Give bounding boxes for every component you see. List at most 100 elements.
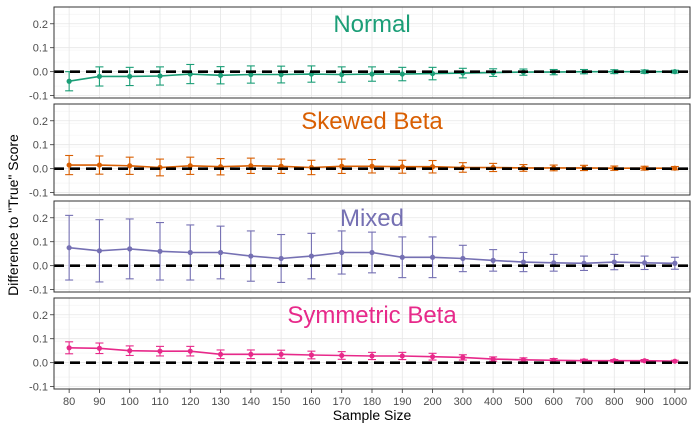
x-tick-label: 130 [211, 396, 229, 408]
x-tick-label: 140 [242, 396, 260, 408]
x-tick-label: 900 [635, 396, 653, 408]
data-point [641, 358, 648, 364]
data-point [399, 164, 405, 170]
y-axis-title: Difference to "True" Score [5, 134, 21, 296]
data-point [308, 352, 315, 358]
data-point [217, 72, 224, 78]
data-point [672, 260, 678, 266]
panels-group: -0.1 0.0 0.1 0.2 Normal -0.1 0.0 0.1 0.2 Skewed B… [29, 6, 691, 394]
y-tick-label: 0.2 [33, 310, 48, 322]
x-tick-label: 300 [454, 396, 472, 408]
data-point [248, 163, 254, 169]
data-point [187, 348, 193, 354]
data-point [399, 71, 405, 77]
data-point [66, 162, 72, 168]
data-point [672, 69, 678, 75]
data-point [278, 71, 284, 78]
y-tick-label: -0.1 [29, 382, 48, 394]
data-point [96, 73, 103, 80]
data-point [399, 254, 405, 260]
data-point [429, 254, 436, 260]
data-point [551, 260, 557, 266]
data-point [248, 253, 254, 259]
data-point [369, 71, 375, 77]
data-point [157, 73, 163, 79]
data-point [96, 345, 103, 351]
data-point [66, 245, 72, 251]
data-point [248, 71, 254, 78]
data-point [339, 71, 345, 78]
data-point [399, 353, 405, 359]
data-point [217, 351, 224, 357]
data-point [96, 162, 103, 168]
data-point [127, 73, 133, 80]
panel: -0.1 0.0 0.1 0.2 Mixed [29, 200, 691, 297]
data-point [641, 260, 648, 266]
x-tick-label: 160 [302, 396, 320, 408]
data-point [278, 255, 284, 262]
y-tick-label: 0.1 [33, 334, 48, 346]
x-tick-label: 600 [545, 396, 563, 408]
data-point [127, 348, 133, 354]
y-tick-label: 0.2 [33, 213, 48, 225]
y-tick-label: 0.2 [33, 19, 48, 31]
x-tick-label: 400 [484, 396, 502, 408]
x-axis-title: Sample Size [333, 407, 412, 423]
data-point [157, 248, 163, 254]
data-point [308, 253, 315, 259]
data-point [611, 259, 617, 265]
x-tick-label: 150 [272, 396, 290, 408]
y-tick-label: 0.0 [33, 164, 48, 176]
x-tick-label: 180 [363, 396, 381, 408]
data-point [248, 351, 254, 357]
panel-border [53, 200, 691, 293]
data-point [672, 165, 678, 171]
x-tick-label: 90 [93, 396, 105, 408]
x-tick-label: 110 [151, 396, 169, 408]
y-tick-label: -0.1 [29, 91, 48, 103]
data-point [520, 259, 527, 265]
data-point [96, 248, 103, 254]
data-point [127, 246, 133, 252]
y-tick-label: 0.1 [33, 43, 48, 55]
panel-title: Skewed Beta [301, 108, 443, 135]
data-point [369, 249, 375, 256]
data-point [278, 351, 284, 357]
data-point [641, 165, 648, 171]
y-tick-label: 0.0 [33, 67, 48, 79]
y-tick-label: -0.1 [29, 285, 48, 297]
x-tick-label: 200 [423, 396, 441, 408]
data-point [520, 357, 527, 363]
x-tick-label: 700 [575, 396, 593, 408]
data-point [460, 255, 466, 262]
data-point [641, 69, 648, 75]
data-point [66, 78, 72, 84]
y-tick-label: 0.2 [33, 116, 48, 128]
y-tick-label: -0.1 [29, 188, 48, 200]
data-point [460, 354, 466, 360]
data-point [127, 163, 133, 169]
y-tick-label: 0.0 [33, 261, 48, 273]
panel-border [53, 6, 691, 99]
data-point [429, 354, 436, 360]
y-tick-label: 0.1 [33, 140, 48, 152]
data-point [490, 257, 496, 263]
data-point [490, 356, 496, 362]
panel-title: Mixed [340, 205, 404, 232]
x-tick-label: 170 [333, 396, 351, 408]
data-point [66, 345, 72, 351]
x-tick-label: 1000 [663, 396, 687, 408]
data-point [157, 348, 163, 354]
panel: -0.1 0.0 0.1 0.2 Normal [29, 6, 691, 103]
y-tick-label: 0.1 [33, 237, 48, 249]
data-point [187, 163, 193, 169]
data-point [339, 352, 345, 359]
x-axis: 80 90 100 110 120 130 140 150 160 170 180 190 200 300… [63, 389, 687, 408]
data-point [187, 249, 193, 256]
y-tick-label: 0.0 [33, 358, 48, 370]
x-tick-label: 190 [393, 396, 411, 408]
x-tick-label: 800 [605, 396, 623, 408]
panel: -0.1 0.0 0.1 0.2 Symmetric Beta [29, 297, 691, 394]
x-tick-label: 80 [63, 396, 75, 408]
